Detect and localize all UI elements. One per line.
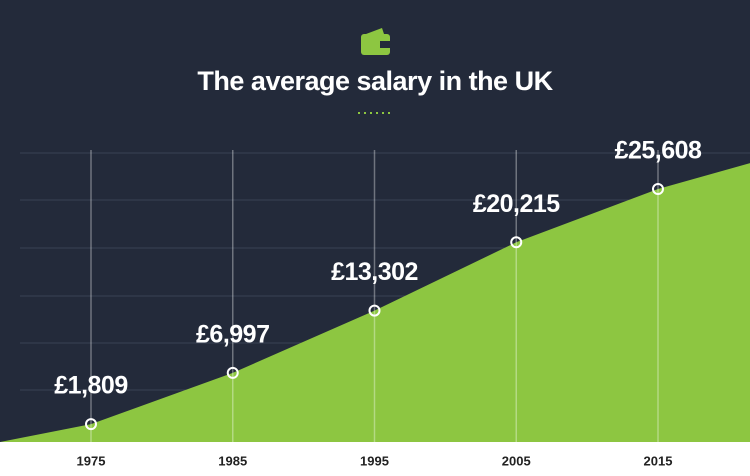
x-tick-label: 1995 — [360, 453, 389, 468]
chart-title: The average salary in the UK — [197, 66, 553, 96]
x-tick-label: 2015 — [644, 453, 673, 468]
value-label: £1,809 — [54, 372, 127, 400]
data-point — [652, 183, 664, 195]
data-point — [368, 304, 381, 317]
wallet-clasp — [380, 41, 390, 48]
value-label: £13,302 — [331, 258, 418, 286]
value-label: £20,215 — [473, 190, 560, 218]
data-point — [510, 236, 523, 249]
x-tick-label: 1985 — [218, 453, 247, 468]
wallet-flap — [366, 28, 384, 34]
x-tick-label: 1975 — [77, 453, 106, 468]
value-label: £25,608 — [615, 137, 702, 165]
data-point — [85, 418, 97, 431]
value-label: £6,997 — [196, 320, 269, 348]
data-point — [226, 366, 239, 379]
area-extension — [0, 163, 750, 443]
wallet-icon — [361, 28, 390, 55]
x-tick-label: 2005 — [502, 453, 531, 468]
wallet-body — [361, 34, 390, 55]
x-axis-strip — [0, 442, 750, 476]
